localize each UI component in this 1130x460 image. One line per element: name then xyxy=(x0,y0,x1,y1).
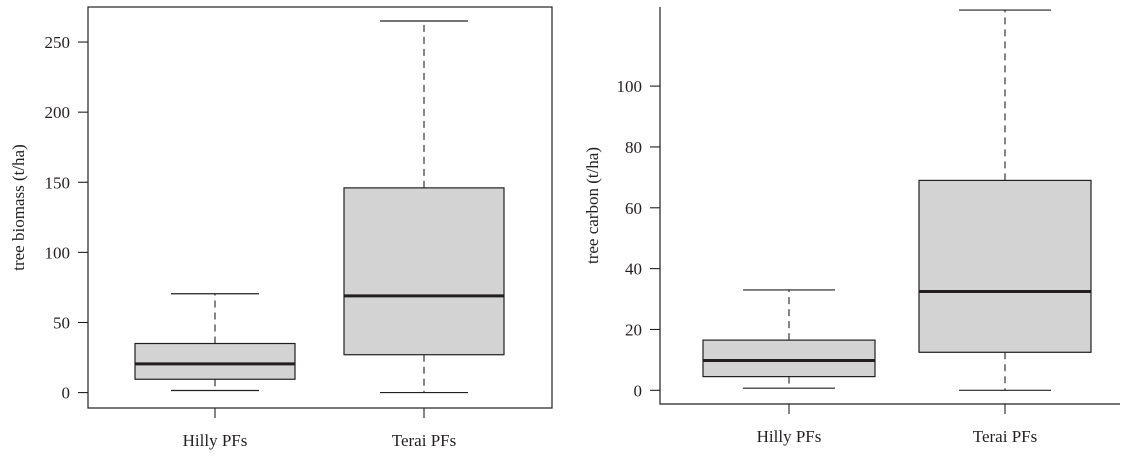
y-tick-label: 250 xyxy=(45,33,71,52)
plot-frame xyxy=(87,6,553,409)
panel-tree-biomass: 0 50 100 150 200 250 tree biomass (t/ha) Hilly … xyxy=(9,6,553,450)
y-tick-label: 80 xyxy=(625,138,642,157)
iqr-box xyxy=(343,187,505,356)
y-axis-label: tree biomass (t/ha) xyxy=(9,144,28,271)
panel-tree-carbon: 0 20 40 60 80 100 tree carbon (t/ha) Hilly PFs T… xyxy=(583,7,1120,446)
x-category-label: Terai PFs xyxy=(392,431,456,450)
iqr-box xyxy=(134,342,296,380)
x-category-label: Hilly PFs xyxy=(757,427,822,446)
y-tick-label: 100 xyxy=(617,77,643,96)
y-tick-label: 20 xyxy=(625,320,642,339)
x-category-label: Hilly PFs xyxy=(183,431,248,450)
iqr-box xyxy=(702,339,876,378)
y-tick-label: 100 xyxy=(45,243,71,262)
y-tick-label: 60 xyxy=(625,199,642,218)
iqr-box xyxy=(918,179,1092,353)
y-tick-label: 40 xyxy=(625,260,642,279)
plot-axes xyxy=(659,7,1120,405)
y-axis-label: tree carbon (t/ha) xyxy=(583,147,602,264)
y-tick-label: 150 xyxy=(45,173,71,192)
y-tick-label: 200 xyxy=(45,103,71,122)
x-category-label: Terai PFs xyxy=(973,427,1037,446)
y-tick-label: 0 xyxy=(634,381,643,400)
y-tick-label: 0 xyxy=(62,384,71,403)
y-tick-label: 50 xyxy=(53,313,70,332)
